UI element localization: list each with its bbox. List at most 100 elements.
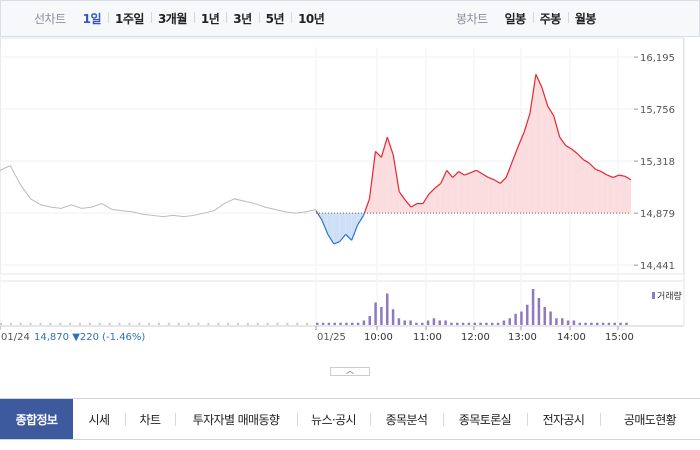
today-price-line-up bbox=[470, 169, 477, 174]
volume-bar-today bbox=[409, 320, 412, 325]
today-price-line-up bbox=[482, 173, 489, 178]
x-axis: 01/24 01/25 10:00 11:00 12:00 13:00 14:00 15:00 bbox=[0, 326, 634, 343]
volume-bar-previous-day bbox=[19, 322, 22, 325]
volume-bar-previous-day bbox=[217, 322, 220, 325]
up-area-fill bbox=[458, 171, 465, 214]
volume-legend-swatch bbox=[652, 292, 655, 299]
today-price-line-up bbox=[583, 159, 590, 164]
today-price-line-up bbox=[434, 182, 442, 189]
volume-bar-previous-day bbox=[246, 322, 249, 325]
volume-bar-previous-day bbox=[187, 322, 190, 325]
volume-bar-today bbox=[386, 293, 389, 325]
today-price-line-up bbox=[565, 144, 572, 150]
up-area-fill bbox=[434, 183, 441, 214]
up-area-fill bbox=[387, 137, 394, 214]
today-price-line-up bbox=[547, 105, 555, 117]
tab-news-disclosure[interactable]: 뉴스·공시 bbox=[297, 399, 370, 439]
collapse-chart-button[interactable]: ︿ bbox=[330, 367, 370, 376]
volume-bar-today bbox=[461, 322, 465, 325]
volume-bar-today bbox=[613, 322, 616, 325]
tab-short-selling[interactable]: 공매도현황 bbox=[600, 399, 700, 439]
today-price-line-down bbox=[339, 234, 347, 242]
price-lines bbox=[0, 74, 632, 245]
up-area-fill bbox=[607, 175, 614, 214]
period-3m[interactable]: 3개월 bbox=[150, 10, 194, 27]
volume-bar-today bbox=[362, 320, 366, 325]
y-tick-label: 15,756 bbox=[640, 105, 675, 116]
volume-bar-today bbox=[601, 322, 605, 325]
tab-chart[interactable]: 차트 bbox=[125, 399, 175, 439]
today-price-line-up bbox=[488, 176, 495, 181]
candle-chart-periods: 봉차트 일봉 주봉 월봉 bbox=[456, 1, 603, 36]
volume-bar-today bbox=[397, 318, 401, 325]
up-area-fill bbox=[512, 146, 519, 214]
down-area-fill bbox=[339, 213, 346, 242]
today-price-line-up bbox=[428, 187, 436, 195]
today-price-line-up bbox=[511, 146, 519, 163]
volume-bar-today bbox=[619, 322, 622, 325]
period-1y[interactable]: 1년 bbox=[193, 10, 226, 27]
volume-bar-previous-day bbox=[177, 322, 180, 325]
volume-bar-today bbox=[572, 320, 576, 325]
volume-bar-today bbox=[473, 322, 476, 325]
today-price-line-up bbox=[571, 148, 578, 155]
up-area-fill bbox=[422, 194, 429, 214]
up-area-fill bbox=[565, 145, 572, 214]
today-price-line-up bbox=[607, 174, 614, 179]
up-area-fill bbox=[619, 175, 626, 214]
volume-bar-today bbox=[432, 318, 436, 325]
today-price-line-up bbox=[618, 174, 626, 177]
today-price-line-up bbox=[464, 172, 471, 176]
period-3y[interactable]: 3년 bbox=[226, 10, 258, 27]
volume-bar-today bbox=[607, 322, 611, 325]
today-price-line-up bbox=[398, 191, 406, 201]
up-area-fill bbox=[625, 176, 631, 214]
volume-bar-today bbox=[520, 311, 523, 325]
up-area-fill bbox=[470, 170, 477, 214]
tab-e-disclosure[interactable]: 전자공시 bbox=[527, 399, 600, 439]
x-tick-label: 15:00 bbox=[605, 332, 634, 343]
tab-investor-trading[interactable]: 투자자별 매매동향 bbox=[175, 399, 297, 439]
today-price-line-up bbox=[458, 171, 465, 176]
volume-bar-today bbox=[316, 322, 319, 325]
area-fills bbox=[316, 74, 631, 244]
volume-bar-previous-day bbox=[138, 322, 141, 325]
today-price-line-down bbox=[345, 233, 353, 241]
today-price-line-up bbox=[392, 154, 400, 192]
today-price-line-up bbox=[541, 87, 549, 107]
volume-bar-today bbox=[526, 304, 529, 325]
up-area-fill bbox=[524, 113, 530, 214]
tab-analysis[interactable]: 종목분석 bbox=[370, 399, 443, 439]
volume-bar-previous-day bbox=[148, 322, 151, 325]
volume-bars bbox=[0, 289, 628, 325]
up-area-fill bbox=[375, 151, 382, 214]
up-area-fill bbox=[482, 173, 489, 214]
today-price-line-up bbox=[404, 199, 412, 208]
period-10y[interactable]: 10년 bbox=[291, 10, 331, 27]
x-tick-label: 01/25 bbox=[317, 332, 346, 343]
tab-overview[interactable]: 종합정보 bbox=[0, 399, 73, 439]
today-price-line-up bbox=[559, 136, 567, 146]
period-1d[interactable]: 1일 bbox=[82, 12, 102, 26]
volume-bar-today bbox=[555, 318, 558, 325]
stock-menu-tabs: 종합정보 시세 차트 투자자별 매매동향 뉴스·공시 종목분석 종목토론실 전자… bbox=[0, 398, 700, 440]
candle-daily[interactable]: 일봉 bbox=[504, 12, 527, 26]
up-area-fill bbox=[446, 170, 453, 214]
period-1w[interactable]: 1주일 bbox=[108, 10, 151, 27]
tab-discussion[interactable]: 종목토론실 bbox=[443, 399, 527, 439]
candle-chart-label: 봉차트 bbox=[456, 12, 488, 26]
up-area-fill bbox=[488, 177, 495, 214]
candle-weekly[interactable]: 주봉 bbox=[532, 10, 568, 27]
previous-close-change: ▼220 (-1.46%) bbox=[72, 332, 145, 343]
candle-monthly[interactable]: 월봉 bbox=[567, 10, 603, 27]
today-price-line-up bbox=[577, 153, 584, 161]
today-price-line-up bbox=[452, 171, 460, 178]
x-tick-label: 10:00 bbox=[364, 332, 393, 343]
volume-bar-previous-day bbox=[79, 322, 81, 325]
volume-bar-today bbox=[479, 322, 482, 325]
period-5y[interactable]: 5년 bbox=[258, 10, 291, 27]
tab-quotes[interactable]: 시세 bbox=[88, 412, 110, 427]
x-tick-label: 14:00 bbox=[557, 332, 586, 343]
x-tick-label: 11:00 bbox=[413, 332, 442, 343]
up-area-fill bbox=[583, 159, 590, 214]
